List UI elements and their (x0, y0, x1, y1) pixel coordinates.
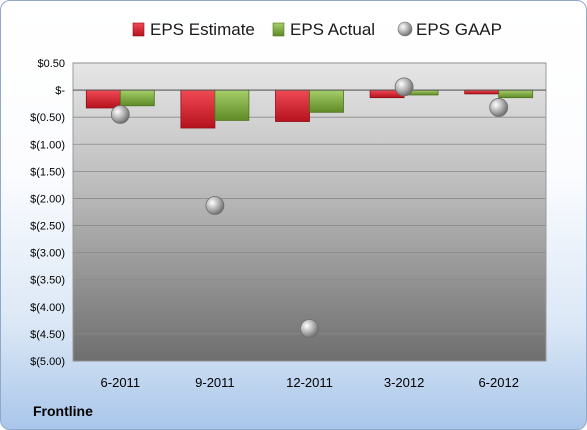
eps-estimate-bar (275, 89, 310, 122)
eps-estimate-bar (85, 89, 121, 109)
y-tick-label: $(4.50) (30, 329, 65, 341)
eps-gaap-point (394, 77, 414, 97)
y-tick-label: $(1.00) (30, 139, 65, 151)
y-tick-label: $(3.00) (30, 248, 65, 260)
x-tick-label: 9-2011 (195, 375, 235, 390)
legend-label: EPS Actual (290, 20, 375, 39)
y-tick-label: $- (55, 85, 65, 97)
legend-eps-actual: EPS Actual (272, 20, 375, 39)
eps-gaap-point (300, 319, 319, 338)
legend-label: EPS Estimate (150, 20, 255, 39)
eps-gaap-point (110, 105, 130, 124)
x-tick-label: 3-2012 (384, 375, 424, 390)
legend-label: EPS GAAP (416, 20, 502, 39)
y-tick-label: $(1.50) (30, 166, 65, 178)
eps-actual-bar (309, 89, 344, 113)
eps-actual-bar (214, 89, 250, 121)
x-tick-label: 6-2011 (101, 375, 141, 390)
eps-actual-bar (119, 89, 155, 107)
eps-gaap-point (205, 196, 225, 215)
y-tick-label: $(0.50) (30, 112, 65, 124)
eps-actual-bar (498, 89, 534, 99)
y-tick-label: $(3.50) (30, 275, 65, 287)
legend-eps-estimate: EPS Estimate (132, 20, 255, 39)
y-tick-label: $(5.00) (30, 356, 65, 368)
eps-gaap-point (489, 98, 509, 117)
eps-estimate-bar (464, 89, 500, 95)
eps-estimate-bar (180, 89, 216, 129)
y-tick-label: $(2.50) (30, 221, 65, 233)
legend-swatch (132, 22, 145, 37)
x-tick-label: 12-2011 (286, 375, 333, 390)
y-tick-label: $0.50 (37, 58, 65, 70)
legend-swatch (397, 21, 413, 37)
y-tick-label: $(2.00) (30, 193, 65, 205)
legend-swatch (272, 22, 285, 37)
company-caption: Frontline (33, 403, 93, 419)
legend-eps-gaap: EPS GAAP (397, 20, 502, 39)
legend: EPS Estimate EPS Actual EPS GAAP (132, 20, 502, 39)
y-tick-label: $(4.00) (30, 302, 65, 314)
x-tick-label: 6-2012 (478, 375, 518, 390)
